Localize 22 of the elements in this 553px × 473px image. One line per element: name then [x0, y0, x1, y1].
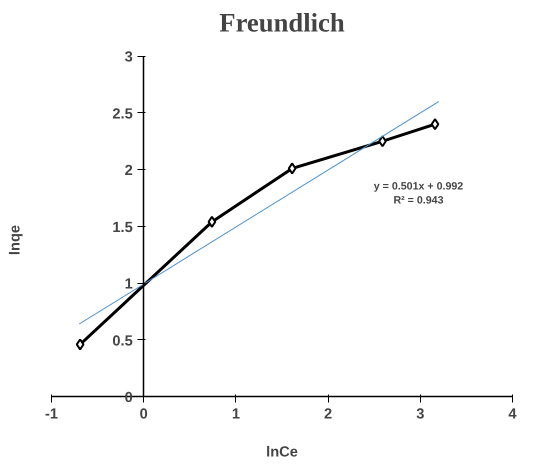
point [378, 135, 387, 148]
y-tick-label: 3 [124, 50, 133, 66]
x-tick-label: 0 [140, 406, 148, 423]
y-axis-title: lnqe [8, 224, 24, 256]
x-tick-label: 2 [324, 406, 332, 423]
x-tick-label: 1 [232, 406, 240, 423]
x-axis-title: lnCe [266, 444, 298, 460]
y-tick-label: 0.5 [112, 333, 133, 350]
x-tick-label: 4 [508, 406, 518, 423]
y-tick-label: 2 [124, 163, 133, 180]
y-tick-label: 2.5 [112, 106, 133, 122]
point [208, 216, 216, 228]
y-tick-label: 1.5 [112, 220, 133, 236]
point [430, 118, 440, 130]
y-tick-label: 1 [124, 276, 133, 293]
chart-title: Freundlich [219, 8, 345, 38]
x-tick-label: -1 [45, 406, 58, 423]
x-tick-label: 3 [416, 406, 424, 423]
annotation: y = 0.501x + 0.992 [374, 180, 464, 192]
point [288, 162, 296, 174]
point [76, 338, 84, 350]
annotation: R² = 0.943 [393, 194, 444, 206]
